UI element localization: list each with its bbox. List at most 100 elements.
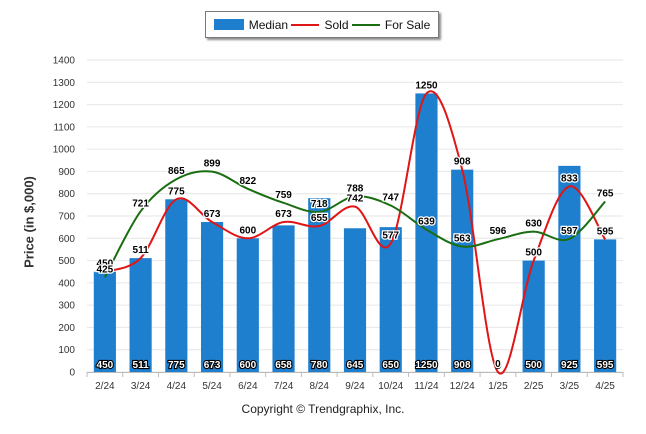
bar [165, 199, 188, 372]
legend: Median Sold For Sale [205, 11, 439, 38]
legend-label-median: Median [248, 17, 289, 32]
bar-data-label: 450 [97, 360, 114, 371]
bar-data-label: 500 [525, 360, 542, 371]
legend-swatch-for-sale [351, 23, 380, 26]
line-data-label: 908 [454, 157, 471, 168]
y-tick-label: 0 [69, 368, 75, 379]
line-data-label: 775 [168, 186, 185, 197]
x-tick-label: 1/25 [488, 381, 508, 392]
gridlines: 0 100 200 300 400 500 600 700 800 900 1000 1100 1200… [53, 56, 623, 379]
x-tick-label: 6/24 [238, 381, 258, 392]
bar [308, 198, 331, 372]
bar [93, 271, 116, 372]
bar-data-label: 925 [561, 360, 578, 371]
x-tick-label: 7/24 [274, 381, 294, 392]
legend-item-for-sale[interactable]: For Sale [351, 17, 431, 32]
y-tick-label: 100 [58, 345, 75, 356]
bar [558, 165, 581, 372]
y-tick-label: 500 [58, 256, 75, 267]
y-tick-label: 300 [58, 301, 75, 312]
bar-data-label: 645 [347, 360, 364, 371]
x-tick-label: 2/25 [524, 381, 544, 392]
x-tick-label: 4/24 [167, 381, 187, 392]
bar-data-label: 600 [239, 360, 256, 371]
bar [451, 169, 474, 372]
x-tick-label: 11/24 [414, 381, 439, 392]
x-tick-label: 12/24 [450, 381, 475, 392]
y-tick-label: 600 [58, 234, 75, 245]
line-data-label: 596 [490, 226, 507, 237]
line-data-label: 500 [525, 248, 542, 259]
y-tick-label: 700 [58, 212, 75, 223]
series-lines [103, 90, 606, 375]
y-tick-label: 1300 [53, 78, 76, 89]
x-tick-label: 8/24 [310, 381, 330, 392]
legend-label-for-sale: For Sale [384, 17, 431, 32]
bar [343, 228, 367, 372]
bar [522, 260, 545, 372]
x-tick-label: 5/24 [202, 381, 222, 392]
line-data-label: 865 [168, 166, 185, 177]
bar-data-labels: 450 511 775 673 600 658 780 645 650 1250 908 0 500 92… [95, 359, 615, 372]
line-data-label: 833 [561, 173, 578, 184]
y-tick-label: 400 [58, 278, 75, 289]
line-data-label: 788 [347, 183, 364, 194]
line-data-label: 563 [454, 234, 471, 245]
bar [415, 93, 438, 372]
series-line [104, 90, 606, 375]
line-data-label: 721 [132, 198, 149, 209]
bar [379, 227, 402, 372]
bar-data-label: 511 [133, 360, 150, 371]
line-data-label: 597 [561, 226, 578, 237]
bar [272, 225, 295, 372]
x-tick-label: 3/25 [560, 381, 580, 392]
bar [594, 239, 617, 372]
line-data-label: 765 [597, 189, 614, 200]
x-axis-ticks: 2/24 3/24 4/24 5/24 6/24 7/24 8/24 9/24 10/24 11/… [86, 372, 624, 392]
bar-data-label: 1250 [415, 360, 438, 371]
line-data-label: 759 [275, 190, 292, 201]
copyright: Copyright © Trendgraphix, Inc. [241, 402, 405, 416]
line-data-labels: 450 511 775 673 600 673 655 742 577 1250 908 0 500 83… [95, 79, 615, 371]
line-data-label: 630 [525, 219, 542, 230]
line-data-label: 655 [311, 213, 328, 224]
line-data-label: 639 [418, 217, 435, 228]
series-line [103, 170, 606, 278]
line-data-label: 595 [597, 226, 614, 237]
x-tick-label: 4/25 [595, 381, 615, 392]
line-data-label: 450 [97, 259, 114, 270]
bar-data-label: 0 [495, 360, 501, 371]
line-data-label: 673 [204, 209, 221, 220]
y-tick-label: 900 [58, 167, 75, 178]
bar-data-label: 780 [311, 360, 328, 371]
x-tick-label: 2/24 [95, 381, 115, 392]
line-data-label: 899 [204, 159, 221, 170]
line-data-label: 747 [382, 193, 399, 204]
line-data-label: 577 [382, 230, 399, 241]
bar [200, 222, 224, 372]
bar [236, 238, 259, 372]
x-tick-label: 10/24 [378, 381, 403, 392]
bar [129, 258, 152, 372]
bar-data-label: 595 [597, 360, 614, 371]
y-axis-label: Price (in $,000) [21, 176, 37, 268]
x-tick-label: 9/24 [345, 381, 365, 392]
line-data-label: 742 [347, 194, 364, 205]
legend-item-sold[interactable]: Sold [291, 18, 349, 32]
line-data-label: 822 [239, 176, 256, 187]
y-tick-label: 1000 [53, 145, 76, 156]
legend-swatch-median [213, 19, 244, 30]
line-data-label: 0 [495, 359, 501, 370]
legend-item-median[interactable]: Median [213, 17, 289, 32]
legend-swatch-sold [291, 23, 320, 26]
y-tick-label: 1400 [53, 56, 76, 67]
bar-data-label: 775 [168, 360, 185, 371]
line-data-label: 1250 [415, 80, 438, 91]
line-data-label: 511 [133, 245, 150, 256]
y-tick-label: 1100 [53, 122, 75, 133]
line-data-label: 673 [275, 209, 292, 220]
bar-data-label: 673 [204, 360, 221, 371]
y-tick-label: 200 [58, 323, 75, 334]
line-data-label: 600 [239, 225, 256, 236]
